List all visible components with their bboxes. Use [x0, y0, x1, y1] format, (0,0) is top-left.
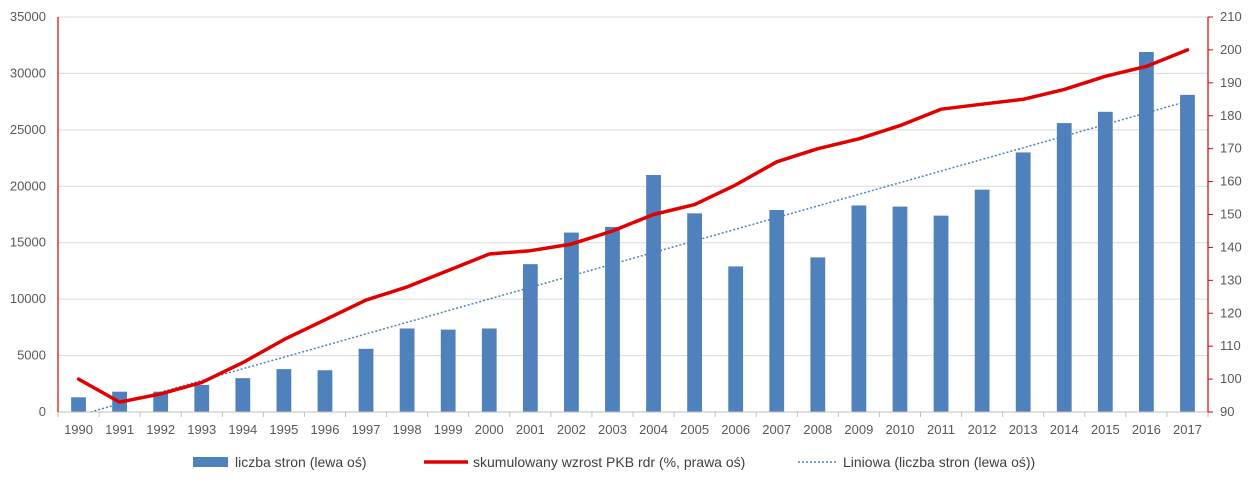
x-axis-tick-label: 1995 [269, 422, 298, 437]
right-axis-tick-label: 200 [1220, 42, 1242, 57]
axes [57, 17, 1209, 417]
bar [1097, 111, 1113, 413]
left-axis-tick-label: 30000 [10, 65, 46, 80]
bar [687, 213, 702, 412]
bar [1015, 152, 1031, 412]
bar [522, 264, 538, 412]
gridlines [58, 16, 1208, 357]
right-axis-tick-label: 160 [1220, 174, 1242, 189]
x-axis-tick-label: 2001 [516, 422, 545, 437]
line-series [76, 48, 1190, 404]
left-axis-tick-label: 35000 [10, 9, 46, 24]
right-axis-tick-label: 110 [1220, 338, 1241, 353]
x-axis-tick-label: 1997 [352, 422, 381, 437]
right-axis-tick-label: 100 [1220, 371, 1242, 386]
bar [851, 205, 867, 412]
bar [276, 369, 292, 412]
left-axis-tick-label: 10000 [10, 291, 46, 306]
legend-swatch-bar [193, 457, 228, 467]
right-axis-tick-label: 150 [1220, 207, 1242, 222]
bar [399, 328, 415, 412]
bar [605, 226, 620, 412]
left-axis-tick-label: 20000 [10, 178, 46, 193]
x-axis-tick-label: 2017 [1173, 422, 1202, 437]
legend: liczba stron (lewa oś) skumulowany wzros… [193, 454, 1035, 470]
x-axis-tick-label: 1999 [434, 422, 463, 437]
x-axis-tick-label: 1996 [311, 422, 340, 437]
x-axis-tick-label: 2014 [1050, 422, 1079, 437]
x-axis-tick-label: 2002 [557, 422, 586, 437]
bar [564, 232, 579, 412]
x-axis-tick-label: 2008 [803, 422, 832, 437]
bar [481, 328, 497, 412]
x-axis-tick-label: 1991 [105, 422, 134, 437]
legend-label-bar: liczba stron (lewa oś) [235, 454, 367, 470]
gdp-line [76, 48, 1190, 404]
right-axis-tick-label: 210 [1220, 9, 1242, 24]
right-axis-tick-label: 130 [1220, 272, 1242, 287]
bar [153, 391, 169, 412]
x-axis-tick-label: 1992 [146, 422, 175, 437]
x-axis-tick-label: 2016 [1132, 422, 1161, 437]
trendline [90, 100, 1188, 413]
left-axis-tick-label: 15000 [10, 235, 46, 250]
legend-label-line: skumulowany wzrost PKB rdr (%, prawa oś) [473, 454, 745, 470]
legend-label-trendline: Liniowa (liczba stron (lewa oś)) [843, 454, 1035, 470]
x-axis-tick-label: 1998 [393, 422, 422, 437]
right-axis-tick-label: 140 [1220, 239, 1242, 254]
right-axis-tick-label: 190 [1220, 75, 1242, 90]
x-axis-tick-label: 1993 [187, 422, 216, 437]
left-axis-tick-labels: 0 5000 10000 15000 20000 25000 30000 35000 [10, 9, 46, 419]
right-axis-tick-label: 90 [1220, 404, 1234, 419]
bar [974, 189, 990, 412]
bar [1056, 123, 1072, 412]
bar [646, 175, 661, 412]
x-axis-tick-label: 2011 [927, 422, 955, 437]
x-axis-tick-label: 2012 [968, 422, 997, 437]
bar [194, 384, 210, 412]
bar [1139, 51, 1154, 412]
x-axis-tick-labels: 1990 1991 1992 1993 1994 1995 1996 1997 1998 1999… [64, 422, 1202, 437]
bar [317, 370, 333, 412]
bar [769, 209, 785, 412]
bar [440, 329, 456, 412]
right-axis-tick-label: 170 [1220, 141, 1242, 156]
x-axis-tick-label: 1990 [64, 422, 93, 437]
left-axis-tick-label: 0 [39, 404, 46, 419]
bar [1180, 94, 1195, 412]
x-axis-tick-label: 2004 [639, 422, 668, 437]
x-axis-tick-label: 2015 [1091, 422, 1120, 437]
x-axis-tick-label: 2010 [886, 422, 915, 437]
bar [933, 215, 949, 412]
bar [358, 348, 374, 412]
x-axis-tick-label: 2007 [762, 422, 791, 437]
left-axis-tick-label: 5000 [17, 348, 46, 363]
x-axis-tick-label: 2009 [844, 422, 873, 437]
bar [892, 206, 908, 412]
bar [235, 378, 251, 412]
bar [728, 266, 744, 412]
x-axis-tick-label: 2005 [680, 422, 709, 437]
x-axis-tick-label: 1994 [228, 422, 257, 437]
right-axis-tick-label: 180 [1220, 108, 1242, 123]
right-axis-tick-labels: 90 100 110 120 130 140 150 160 170 180 190 200 210 [1208, 9, 1242, 419]
x-axis-tick-label: 2000 [475, 422, 504, 437]
left-axis-tick-label: 25000 [10, 122, 46, 137]
bar-series [71, 51, 1195, 413]
right-axis-tick-label: 120 [1220, 305, 1242, 320]
x-axis-tick-label: 2013 [1009, 422, 1038, 437]
x-axis-tick-label: 2003 [598, 422, 627, 437]
trendline-series [90, 100, 1188, 413]
bar [810, 257, 826, 412]
x-axis-tick-label: 2006 [721, 422, 750, 437]
bar [71, 397, 86, 412]
